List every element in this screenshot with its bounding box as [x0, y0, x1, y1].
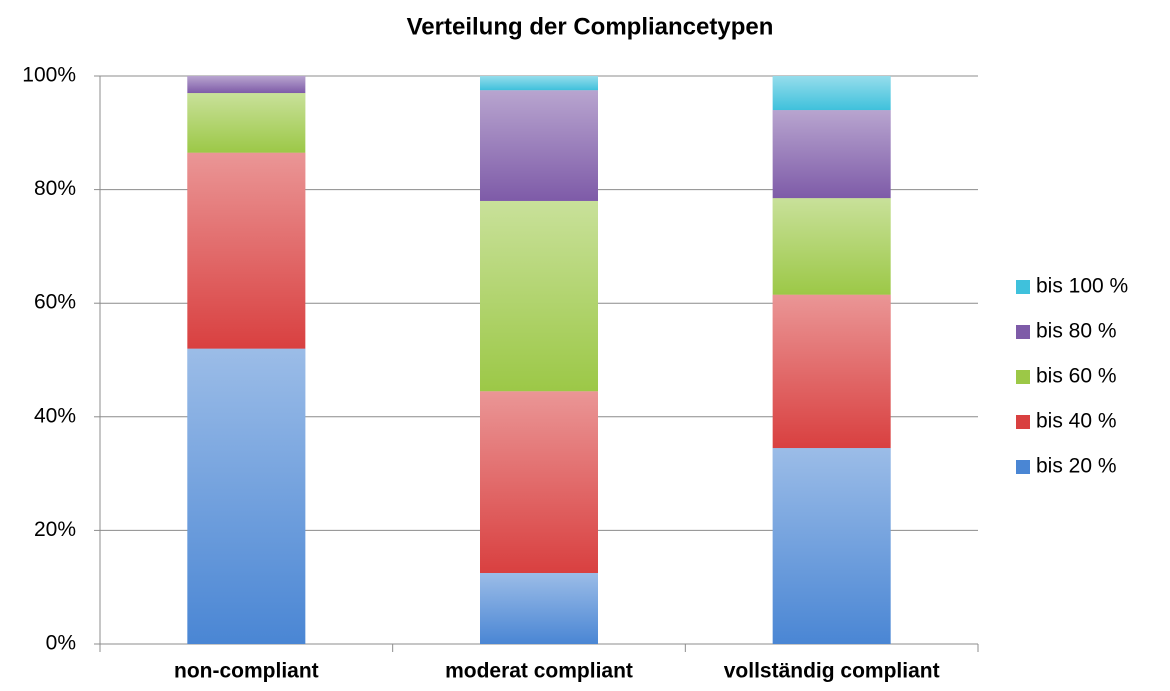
y-tick-label: 20% — [34, 518, 76, 541]
y-tick-label: 0% — [46, 632, 76, 655]
bar-shine — [187, 93, 306, 153]
y-tick-label: 100% — [22, 64, 76, 87]
x-tick-label: moderat compliant — [445, 660, 633, 683]
bar-shine — [772, 294, 891, 449]
y-tick-label: 40% — [34, 404, 76, 427]
legend-label: bis 20 % — [1036, 455, 1117, 478]
bar-shine — [187, 152, 306, 349]
legend-swatch — [1016, 415, 1030, 429]
y-tick-label: 80% — [34, 177, 76, 200]
legend-swatch — [1016, 370, 1030, 384]
legend-swatch — [1016, 325, 1030, 339]
x-tick-label: non-compliant — [174, 660, 319, 683]
bar-shine — [480, 200, 598, 392]
bar-shine — [480, 76, 598, 91]
y-tick-label: 60% — [34, 291, 76, 314]
legend-swatch — [1016, 460, 1030, 474]
legend-label: bis 80 % — [1036, 320, 1117, 343]
x-tick-label: vollständig compliant — [724, 660, 940, 683]
bar-shine — [772, 448, 891, 644]
bar-shine — [772, 198, 891, 295]
legend-label: bis 60 % — [1036, 365, 1117, 388]
legend-label: bis 100 % — [1036, 275, 1128, 298]
bar-shine — [480, 90, 598, 201]
bar-shine — [480, 391, 598, 573]
bar-shine — [187, 76, 306, 94]
legend-label: bis 40 % — [1036, 410, 1117, 433]
chart-title: Verteilung der Compliancetypen — [407, 13, 774, 40]
bar-shine — [772, 76, 891, 111]
bar-shine — [480, 573, 598, 644]
legend-swatch — [1016, 280, 1030, 294]
bar-shine — [772, 110, 891, 199]
bar-shine — [187, 348, 306, 644]
